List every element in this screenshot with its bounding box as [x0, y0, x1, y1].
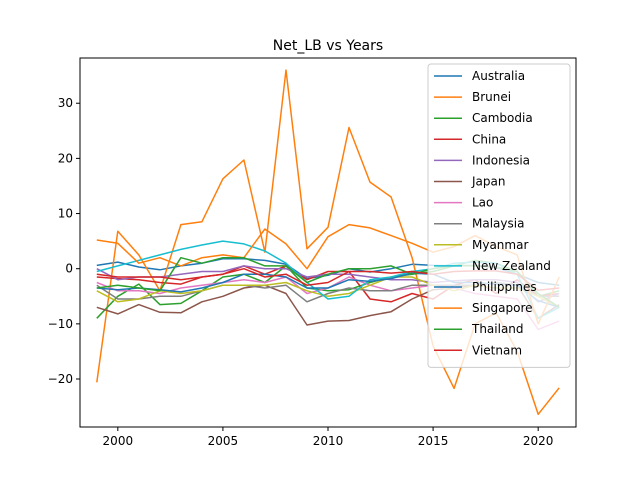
y-tick-label: 30 [58, 96, 73, 110]
x-tick-label: 2010 [313, 434, 344, 448]
chart-title: Net_LB vs Years [273, 38, 383, 54]
x-tick-label: 2000 [103, 434, 134, 448]
x-tick-label: 2005 [208, 434, 239, 448]
y-tick-label: −20 [48, 372, 73, 386]
x-tick-label: 2015 [418, 434, 449, 448]
x-tick-label: 2020 [523, 434, 554, 448]
y-tick-label: 10 [58, 207, 73, 221]
legend: Australia Brunei Cambodia China Indonesia Jap… [427, 63, 571, 368]
x-axis: 2000 2005 2010 2015 2020 [103, 427, 554, 448]
legend-label: Japan [471, 175, 505, 189]
legend-label: Singapore [472, 301, 533, 315]
y-axis: −20 −10 0 10 20 30 [48, 96, 80, 386]
legend-label: Malaysia [472, 217, 524, 231]
legend-label: Vietnam [472, 343, 522, 357]
legend-label: New Zealand [472, 259, 551, 273]
legend-box [427, 63, 571, 368]
legend-label: Thailand [471, 322, 524, 336]
legend-label: Myanmar [472, 238, 528, 252]
legend-label: Cambodia [472, 111, 533, 125]
legend-label: China [472, 132, 506, 146]
y-tick-label: 0 [65, 262, 73, 276]
legend-label: Australia [472, 69, 525, 83]
legend-label: Lao [472, 196, 493, 210]
y-tick-label: 20 [58, 151, 73, 165]
legend-label: Brunei [472, 90, 511, 104]
legend-label: Philippines [472, 280, 537, 294]
y-tick-label: −10 [48, 317, 73, 331]
legend-label: Indonesia [472, 153, 530, 167]
